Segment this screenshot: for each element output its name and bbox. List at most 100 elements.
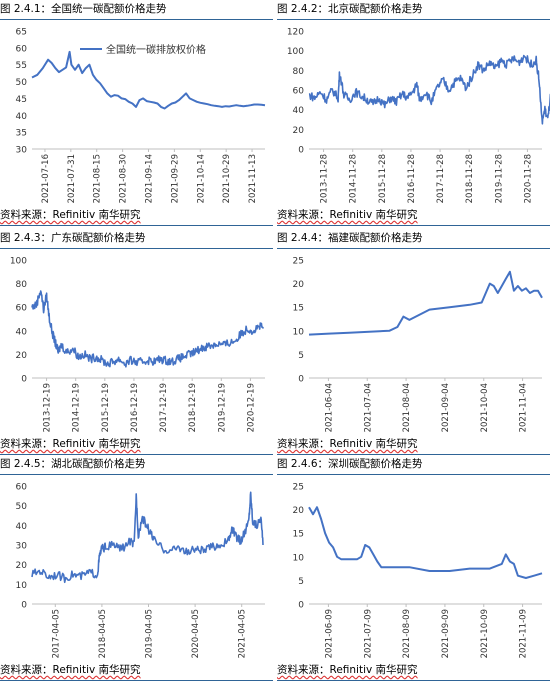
x-tick-label: 2021-10-29 (222, 154, 232, 203)
x-tick-label: 2018-04-05 (98, 609, 108, 658)
chart-panel-guangdong: 图 2.4.3：广东碳配额价格走势 0 20 40 60 80 100 2013-12-19… (0, 229, 273, 455)
guangdong-price-chart: 0 20 40 60 80 100 2013-12-19 2014-12-19 2015-12-… (10, 257, 265, 432)
x-tick-label: 2021-11-09 (519, 609, 529, 658)
x-tick-label: 2017-04-05 (51, 609, 61, 658)
y-tick-label: 5 (298, 351, 304, 361)
chart-panel-shenzhen: 图 2.4.6：深圳碳配额价格走势 0 5 10 15 20 25 2021-06-09 20… (277, 455, 550, 681)
chart-panel-fujian: 图 2.4.4：福建碳配额价格走势 0 5 10 15 20 25 2021-06-04 20… (277, 229, 550, 455)
y-tick-label: 10 (293, 327, 305, 337)
y-tick-label: 20 (293, 280, 305, 290)
y-tick-label: 60 (293, 87, 305, 97)
figure-caption: 图 2.4.4：福建碳配额价格走势 (277, 229, 550, 249)
y-tick-label: 0 (298, 375, 304, 385)
y-tick-label: 60 (16, 483, 28, 493)
y-tick-label: 40 (293, 106, 305, 116)
x-tick-label: 2021-09-04 (441, 383, 451, 432)
x-tick-label: 2021-04-05 (238, 609, 248, 658)
y-tick-label: 10 (16, 581, 28, 591)
source-note: 资料来源：Refinitiv 南华研究 (277, 434, 550, 455)
legend-label: 全国统一碳排放权价格 (106, 43, 206, 56)
y-tick-label: 20 (293, 126, 305, 136)
series-line (308, 54, 550, 125)
x-tick-label: 2021-08-30 (119, 154, 129, 203)
y-tick-label: 25 (293, 483, 304, 493)
x-tick-label: 2021-09-14 (145, 154, 155, 203)
hubei-price-chart: 0 10 20 30 40 50 60 2017-04-05 2018-04-05 2019-04… (16, 483, 265, 658)
x-tick-label: 2021-10-04 (480, 383, 490, 432)
figure-caption: 图 2.4.6：深圳碳配额价格走势 (277, 455, 550, 475)
source-note: 资料来源：Refinitiv 南华研究 (0, 660, 273, 681)
y-tick-label: 120 (287, 28, 304, 38)
x-tick-label: 2013-11-28 (320, 154, 330, 203)
series-line (308, 506, 543, 579)
y-tick-label: 30 (16, 146, 28, 156)
x-tick-label: 2016-11-28 (407, 154, 417, 203)
x-tick-label: 2016-12-19 (130, 383, 140, 432)
x-tick-label: 2018-11-28 (465, 154, 475, 203)
y-tick-label: 50 (16, 78, 28, 88)
y-tick-label: 10 (293, 553, 305, 563)
y-tick-label: 0 (298, 601, 304, 611)
y-tick-label: 15 (293, 304, 304, 314)
x-tick-label: 2013-12-19 (43, 383, 53, 432)
x-tick-label: 2021-11-13 (248, 154, 258, 203)
y-tick-label: 0 (21, 601, 27, 611)
figure-caption: 图 2.4.2：北京碳配额价格走势 (277, 0, 550, 20)
x-tick-label: 2021-07-31 (67, 154, 77, 203)
series-line (31, 491, 264, 584)
x-tick-label: 2021-08-09 (402, 609, 412, 658)
source-note: 资料来源：Refinitiv 南华研究 (277, 205, 550, 226)
y-tick-label: 0 (298, 146, 304, 156)
chart-panel-beijing: 图 2.4.2：北京碳配额价格走势 0 20 40 60 80 100 120 2013-11… (277, 0, 550, 226)
figure-caption: 图 2.4.5：湖北碳配额价格走势 (0, 455, 273, 475)
x-tick-label: 2021-06-04 (324, 383, 334, 432)
x-tick-label: 2018-12-19 (188, 383, 198, 432)
x-tick-label: 2021-10-09 (480, 609, 490, 658)
x-tick-label: 2021-07-04 (363, 383, 373, 432)
x-tick-label: 2021-11-04 (519, 383, 529, 432)
y-tick-label: 5 (298, 577, 304, 587)
y-tick-label: 40 (16, 112, 28, 122)
beijing-price-chart: 0 20 40 60 80 100 120 2013-11-28 2014-11-28 2015-… (287, 28, 550, 203)
y-tick-label: 40 (16, 327, 28, 337)
x-tick-label: 2015-12-19 (101, 383, 111, 432)
x-tick-label: 2021-07-09 (363, 609, 373, 658)
y-tick-label: 20 (16, 351, 28, 361)
y-tick-label: 80 (293, 67, 305, 77)
fujian-price-chart: 0 5 10 15 20 25 2021-06-04 2021-07-04 2021-08-04… (293, 257, 543, 432)
y-tick-label: 100 (287, 47, 304, 57)
y-tick-label: 80 (16, 280, 28, 290)
x-tick-label: 2021-07-16 (41, 154, 51, 203)
x-tick-label: 2019-04-05 (145, 609, 155, 658)
x-tick-label: 2021-09-29 (170, 154, 180, 203)
x-tick-label: 2015-11-28 (378, 154, 388, 203)
y-tick-label: 15 (293, 530, 304, 540)
y-tick-label: 25 (293, 257, 304, 267)
x-tick-label: 2021-10-14 (196, 154, 206, 203)
x-tick-label: 2014-11-28 (349, 154, 359, 203)
y-tick-label: 100 (10, 257, 27, 267)
source-note: 资料来源：Refinitiv 南华研究 (0, 205, 273, 226)
series-line (31, 290, 265, 368)
x-tick-label: 2020-11-28 (523, 154, 533, 203)
y-tick-label: 0 (21, 375, 27, 385)
figure-caption: 图 2.4.3：广东碳配额价格走势 (0, 229, 273, 249)
shenzhen-price-chart: 0 5 10 15 20 25 2021-06-09 2021-07-09 2021-08-09… (293, 483, 543, 658)
y-tick-label: 40 (16, 522, 28, 532)
y-tick-label: 35 (16, 129, 27, 139)
x-tick-label: 2021-09-09 (441, 609, 451, 658)
y-tick-label: 60 (16, 304, 28, 314)
source-note: 资料来源：Refinitiv 南华研究 (0, 434, 273, 455)
y-tick-label: 65 (16, 28, 27, 38)
x-tick-label: 2014-12-19 (72, 383, 82, 432)
y-tick-label: 30 (16, 542, 28, 552)
series-line (31, 50, 266, 110)
y-tick-label: 20 (293, 506, 305, 516)
x-tick-label: 2020-04-05 (191, 609, 201, 658)
figure-caption: 图 2.4.1：全国统一碳配额价格走势 (0, 0, 273, 20)
x-tick-label: 2021-08-04 (402, 383, 412, 432)
national-price-chart: 30 35 40 45 50 55 60 65 2021-07-16 2021-07-31 2021… (16, 28, 266, 203)
x-tick-label: 2021-06-09 (324, 609, 334, 658)
chart-panel-national: 图 2.4.1：全国统一碳配额价格走势 30 35 40 45 50 55 60 65 2021… (0, 0, 273, 226)
x-tick-label: 2017-12-19 (159, 383, 169, 432)
